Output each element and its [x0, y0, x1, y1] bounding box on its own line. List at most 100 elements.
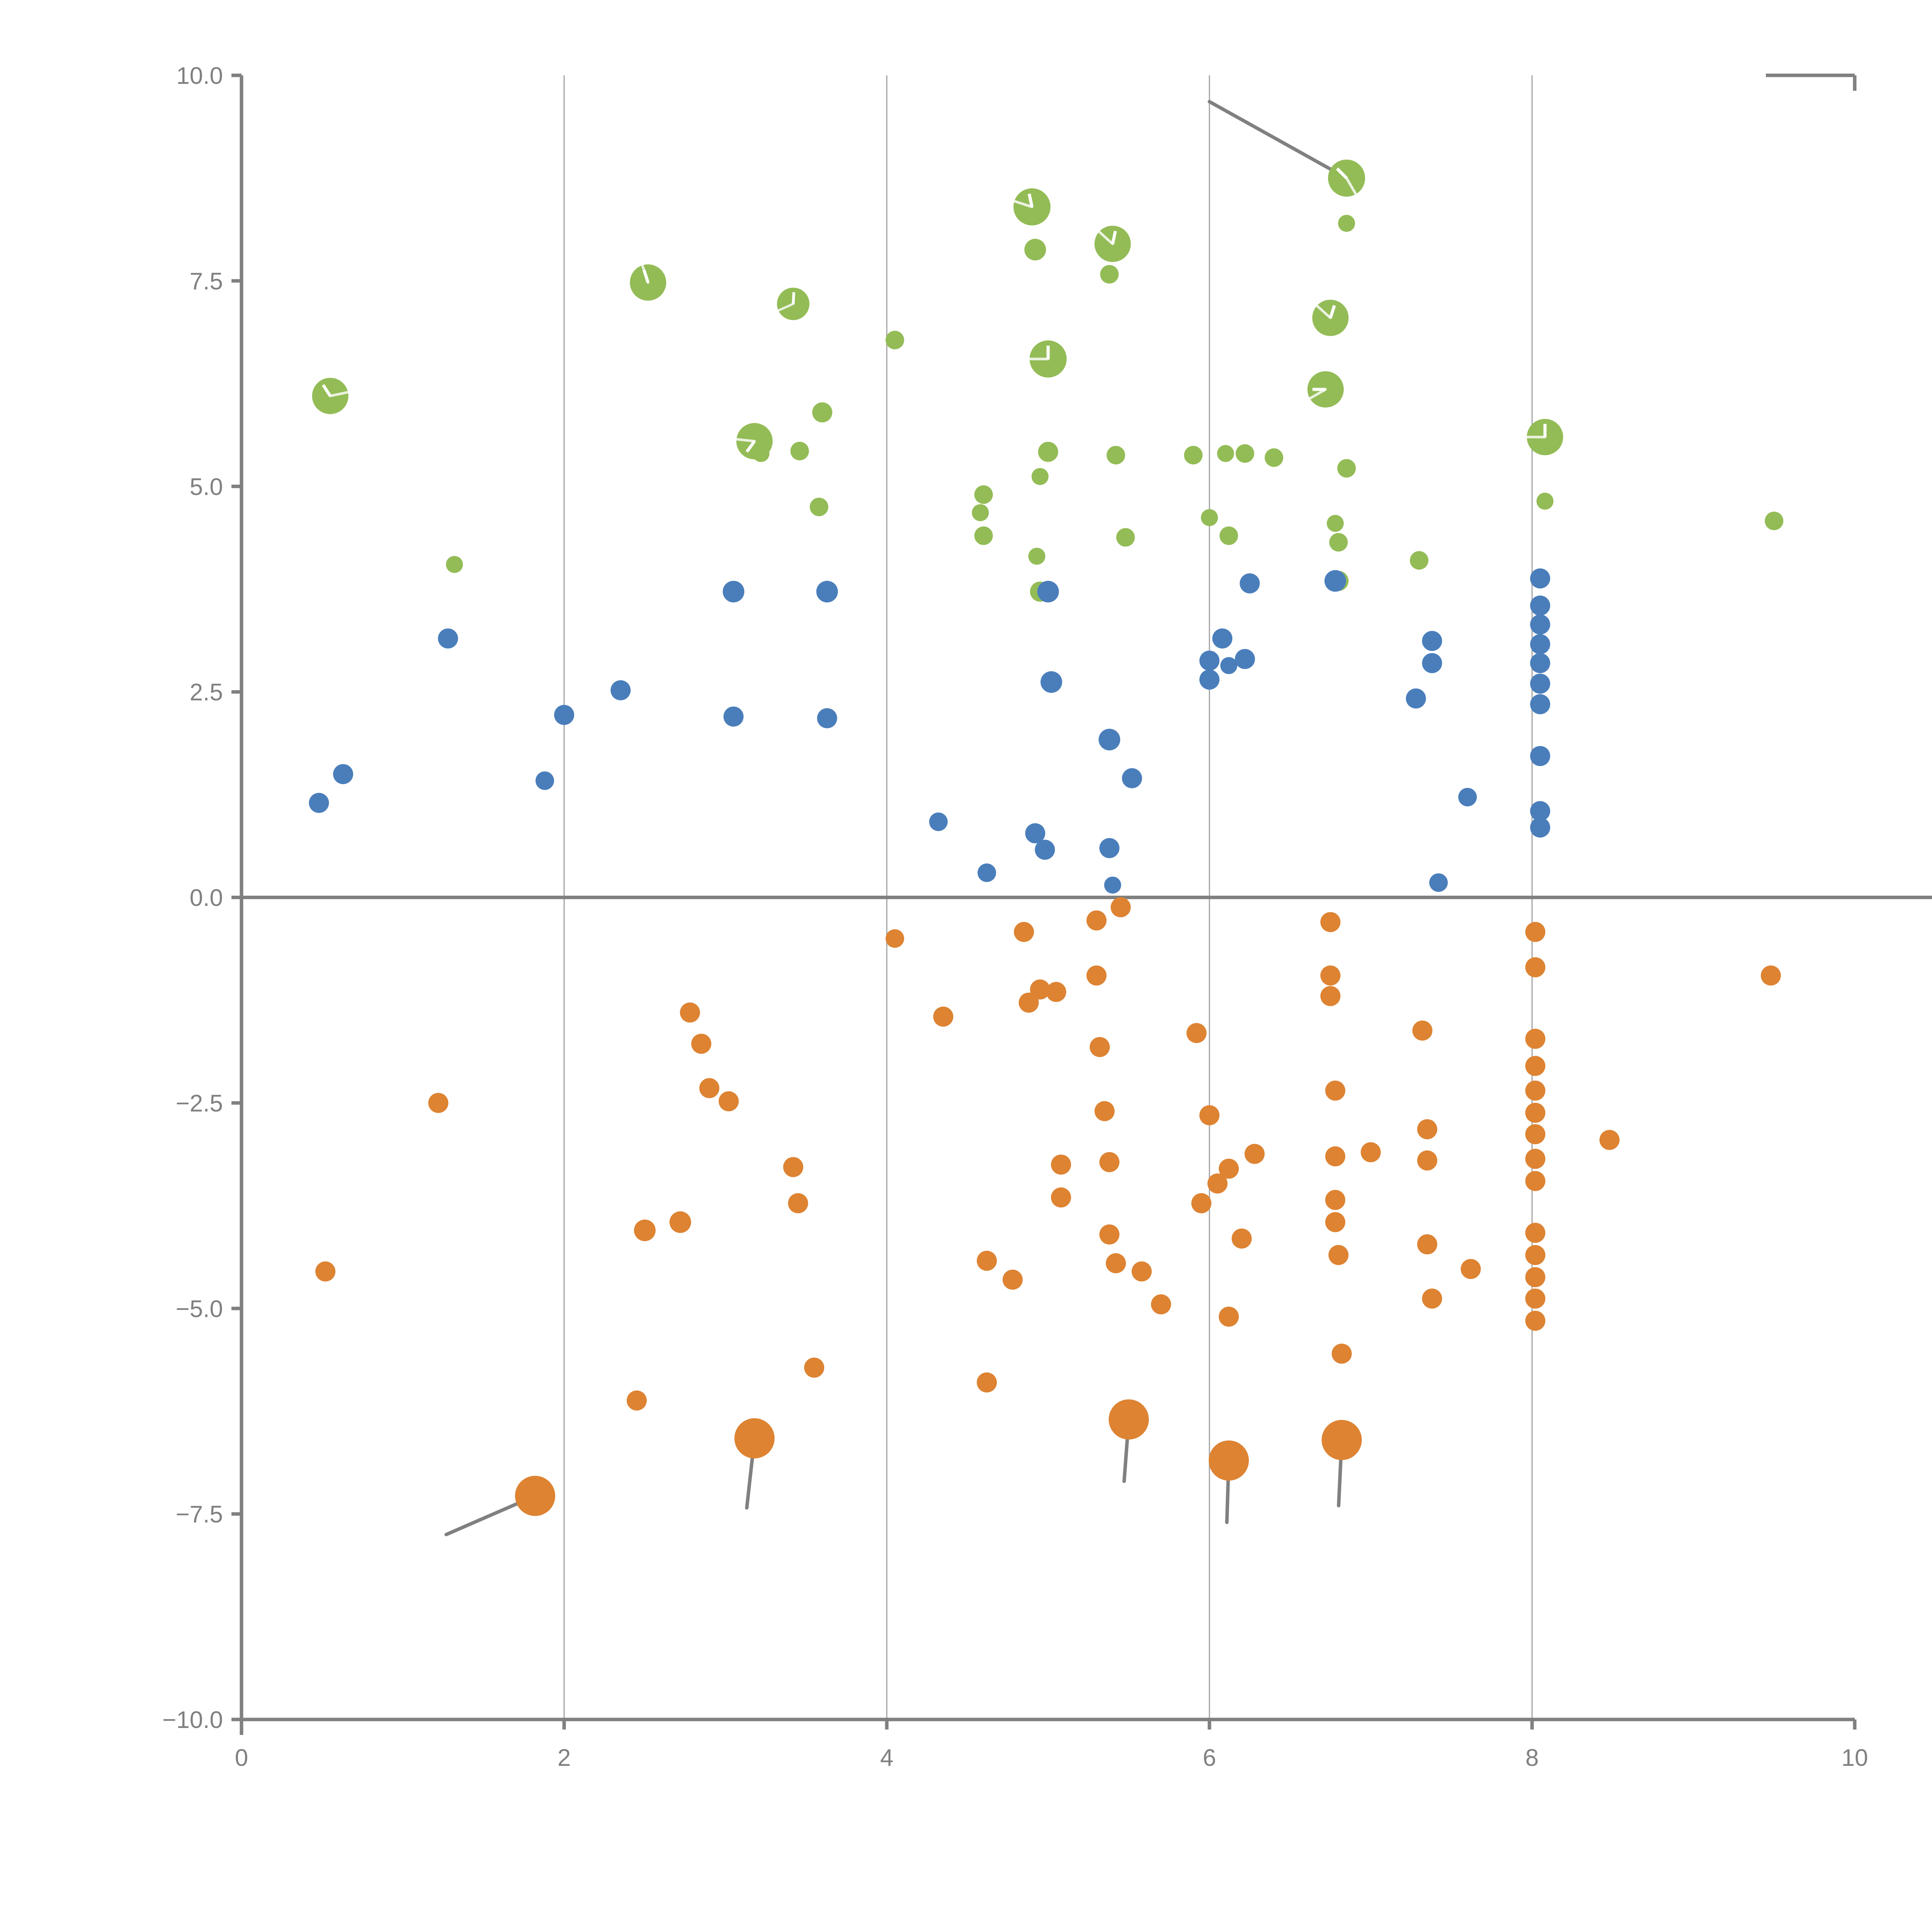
marker-disc[interactable]: [1530, 653, 1550, 673]
marker-disc[interactable]: [1530, 801, 1550, 821]
marker-disc[interactable]: [1525, 1102, 1546, 1123]
marker-point[interactable]: [1530, 673, 1550, 694]
marker-disc[interactable]: [1417, 1150, 1437, 1171]
marker-disc[interactable]: [1191, 1193, 1212, 1213]
marker-disc[interactable]: [1099, 1224, 1120, 1245]
marker-point[interactable]: [1599, 1130, 1620, 1150]
marker-disc[interactable]: [1231, 1228, 1252, 1249]
marker-point[interactable]: [1151, 1294, 1171, 1315]
marker-point[interactable]: [611, 680, 631, 701]
marker-disc[interactable]: [1111, 897, 1131, 918]
marker-point[interactable]: [1530, 595, 1550, 616]
marker-disc[interactable]: [790, 442, 809, 461]
marker-point[interactable]: [1201, 509, 1218, 526]
marker-point[interactable]: [1035, 840, 1055, 860]
marker-point[interactable]: [1525, 1080, 1546, 1101]
marker-point[interactable]: [634, 1219, 656, 1242]
marker-point[interactable]: [1029, 340, 1067, 378]
marker-disc[interactable]: [817, 708, 837, 728]
marker-point[interactable]: [1536, 493, 1554, 510]
marker-disc[interactable]: [1235, 444, 1254, 463]
marker-disc[interactable]: [810, 497, 828, 516]
marker-point[interactable]: [1109, 1399, 1149, 1440]
marker-point[interactable]: [1422, 653, 1442, 673]
marker-disc[interactable]: [1525, 922, 1546, 942]
marker-point[interactable]: [752, 445, 770, 462]
marker-disc[interactable]: [428, 1093, 449, 1113]
marker-disc[interactable]: [1412, 1020, 1433, 1041]
marker-disc[interactable]: [691, 1034, 711, 1054]
marker-point[interactable]: [1019, 992, 1039, 1013]
marker-disc[interactable]: [1525, 1171, 1546, 1191]
marker-point[interactable]: [1321, 1420, 1362, 1460]
marker-disc[interactable]: [1199, 1105, 1219, 1126]
marker-point[interactable]: [312, 378, 349, 414]
marker-disc[interactable]: [804, 1357, 825, 1378]
marker-point[interactable]: [1325, 1190, 1345, 1210]
marker-point[interactable]: [1111, 897, 1131, 918]
marker-disc[interactable]: [1525, 957, 1546, 978]
marker-point[interactable]: [1530, 746, 1550, 766]
marker-point[interactable]: [1217, 445, 1234, 462]
marker-point[interactable]: [929, 812, 948, 831]
marker-point[interactable]: [1417, 1119, 1437, 1139]
marker-point[interactable]: [1530, 817, 1550, 838]
marker-point[interactable]: [1094, 1101, 1115, 1121]
marker-point[interactable]: [1086, 910, 1107, 931]
marker-point[interactable]: [1361, 1142, 1381, 1163]
marker-point[interactable]: [1265, 448, 1283, 467]
marker-disc[interactable]: [1122, 768, 1142, 789]
marker-point[interactable]: [1116, 528, 1135, 547]
marker-disc[interactable]: [1321, 1420, 1362, 1460]
marker-disc[interactable]: [885, 331, 904, 350]
marker-disc[interactable]: [1599, 1130, 1620, 1150]
marker-disc[interactable]: [929, 812, 948, 831]
marker-point[interactable]: [1014, 922, 1034, 942]
marker-disc[interactable]: [1530, 614, 1550, 635]
marker-point[interactable]: [446, 556, 463, 573]
marker-point[interactable]: [777, 287, 810, 320]
marker-disc[interactable]: [1030, 979, 1050, 1000]
marker-point[interactable]: [1417, 1150, 1437, 1171]
marker-point[interactable]: [885, 331, 904, 350]
marker-disc[interactable]: [1422, 1288, 1442, 1309]
marker-point[interactable]: [1422, 1288, 1442, 1309]
marker-point[interactable]: [1051, 1154, 1071, 1175]
marker-disc[interactable]: [333, 764, 354, 784]
marker-point[interactable]: [626, 1390, 647, 1411]
marker-disc[interactable]: [816, 581, 838, 603]
marker-point[interactable]: [1320, 965, 1341, 986]
marker-point[interactable]: [1090, 1037, 1110, 1057]
marker-disc[interactable]: [554, 705, 574, 725]
marker-point[interactable]: [1530, 801, 1550, 821]
marker-point[interactable]: [1099, 838, 1120, 858]
marker-point[interactable]: [1219, 1158, 1239, 1179]
marker-disc[interactable]: [976, 1250, 997, 1271]
marker-point[interactable]: [1327, 515, 1344, 532]
marker-disc[interactable]: [933, 1006, 954, 1027]
marker-point[interactable]: [1199, 669, 1219, 690]
marker-point[interactable]: [1186, 1023, 1207, 1043]
marker-disc[interactable]: [669, 1211, 691, 1233]
marker-disc[interactable]: [1219, 1306, 1239, 1327]
marker-point[interactable]: [438, 628, 458, 649]
marker-point[interactable]: [734, 1418, 775, 1459]
marker-point[interactable]: [1530, 568, 1550, 589]
marker-disc[interactable]: [1099, 729, 1121, 751]
marker-point[interactable]: [1325, 1212, 1345, 1232]
marker-point[interactable]: [1100, 265, 1119, 284]
marker-point[interactable]: [974, 485, 993, 504]
marker-disc[interactable]: [723, 581, 745, 603]
marker-point[interactable]: [1307, 371, 1344, 408]
marker-disc[interactable]: [1530, 595, 1550, 616]
marker-disc[interactable]: [1240, 573, 1260, 594]
marker-point[interactable]: [977, 863, 996, 882]
marker-point[interactable]: [1099, 729, 1121, 751]
marker-point[interactable]: [976, 1372, 997, 1393]
marker-point[interactable]: [1417, 1234, 1437, 1255]
marker-disc[interactable]: [1035, 840, 1055, 860]
marker-disc[interactable]: [1131, 1261, 1152, 1282]
marker-disc[interactable]: [1090, 1037, 1110, 1057]
marker-disc[interactable]: [1099, 1152, 1120, 1172]
marker-disc[interactable]: [1338, 214, 1355, 232]
